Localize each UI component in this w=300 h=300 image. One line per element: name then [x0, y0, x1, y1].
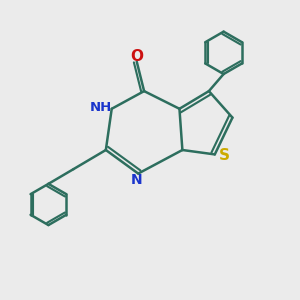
- Text: N: N: [131, 173, 142, 187]
- Text: NH: NH: [89, 101, 112, 114]
- Text: S: S: [219, 148, 230, 164]
- Text: O: O: [130, 49, 143, 64]
